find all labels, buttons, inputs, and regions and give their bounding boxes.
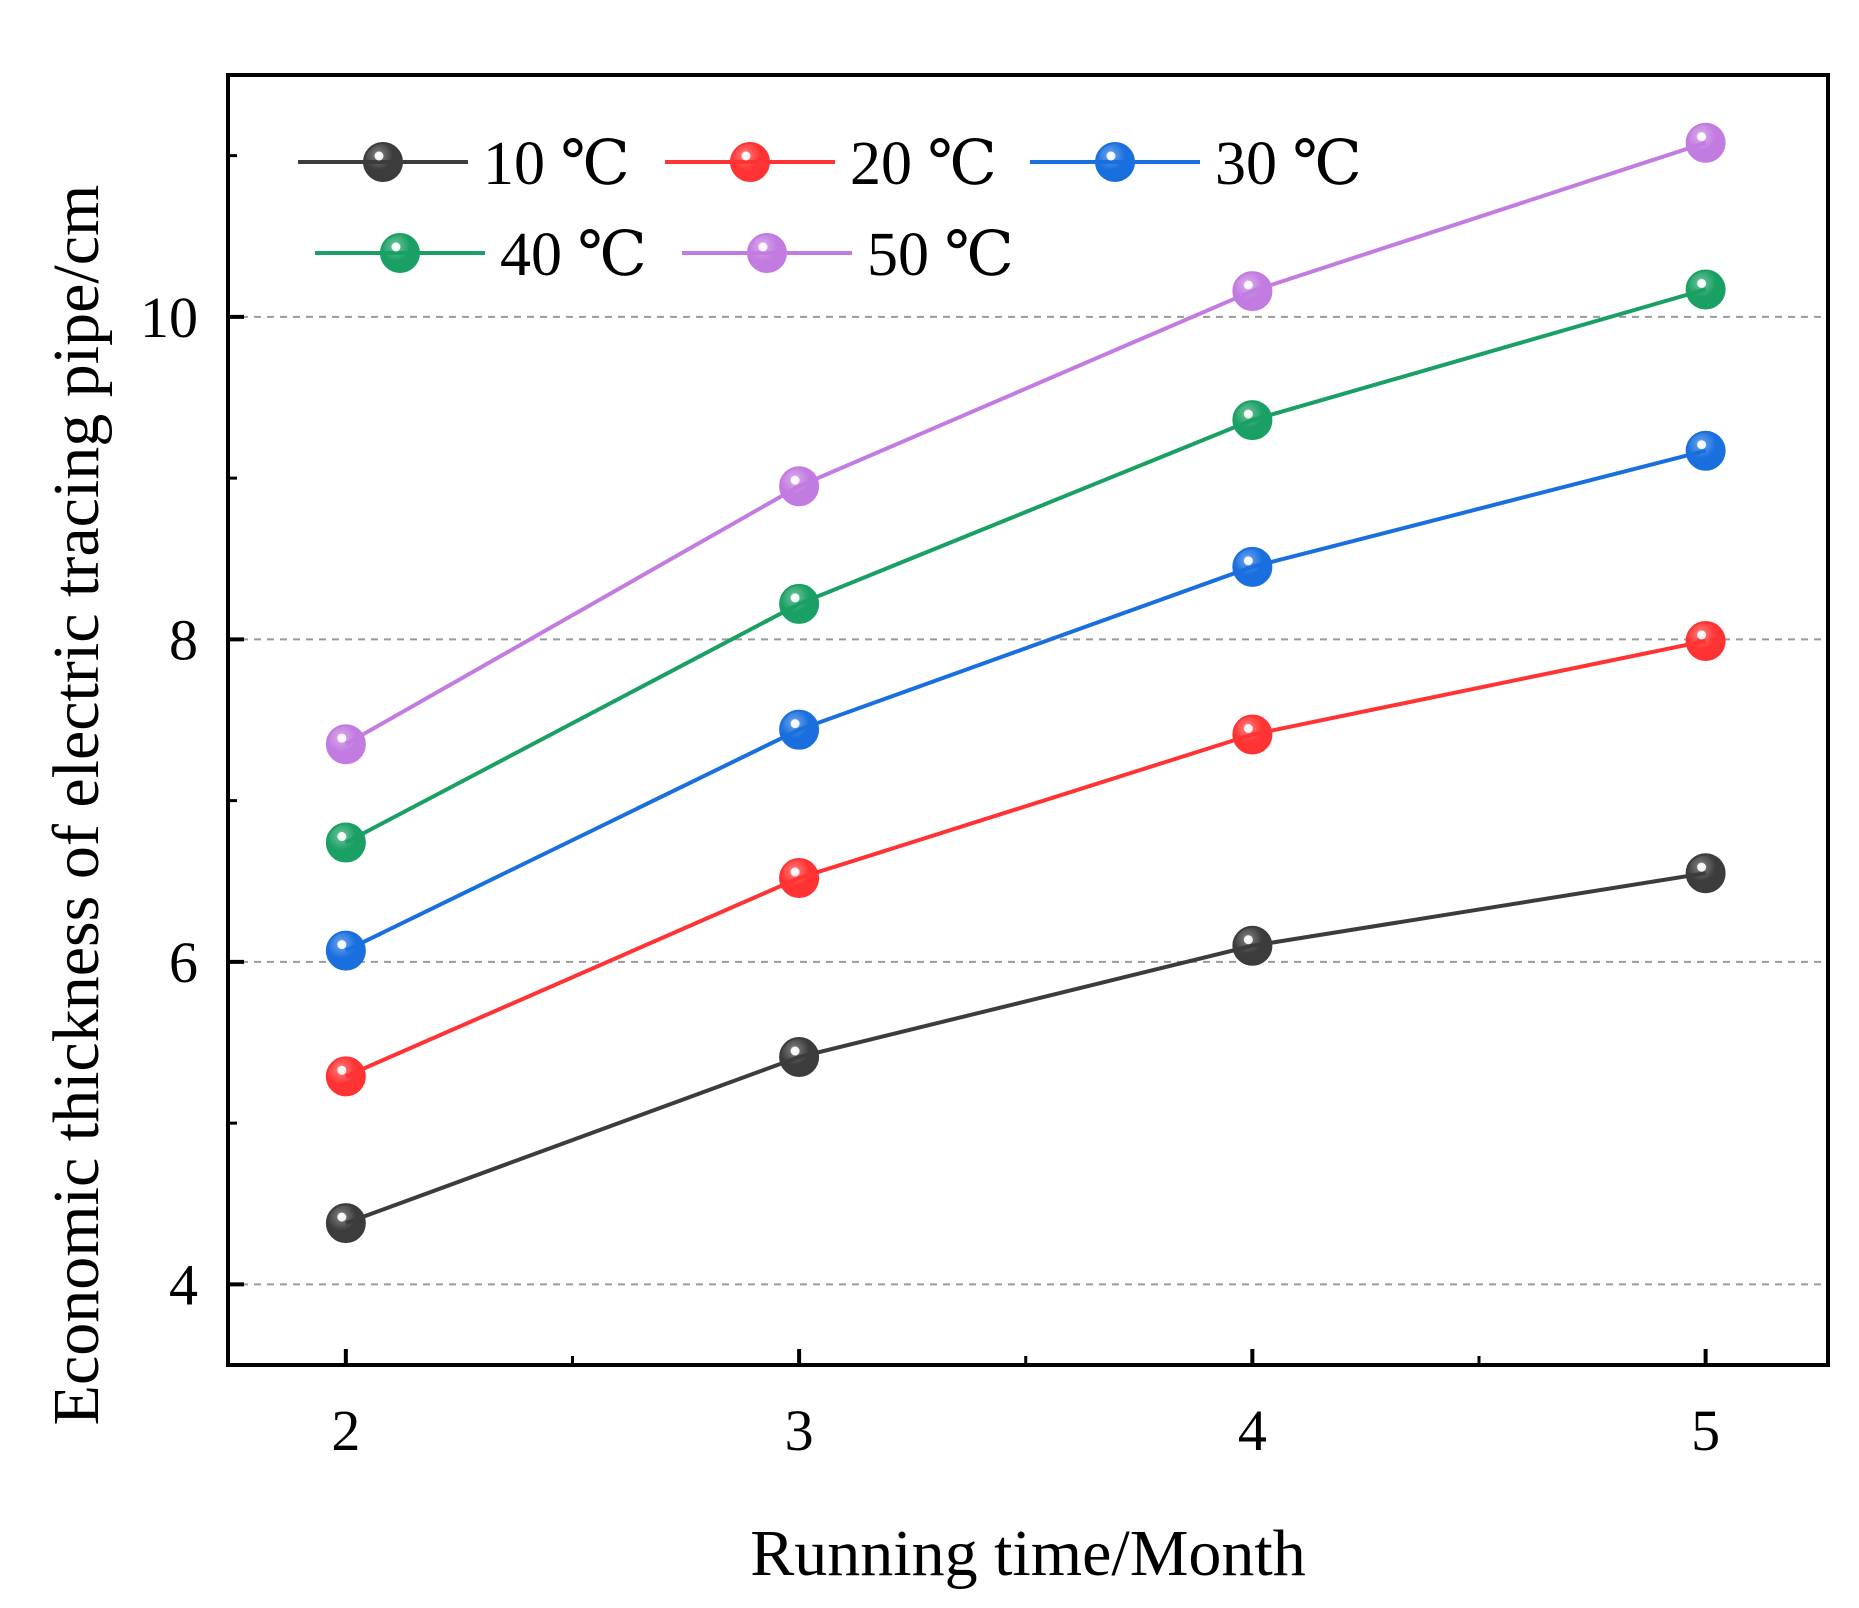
legend-item-20: 20 ℃ [665,130,997,198]
legend-marker [747,233,787,273]
data-point-40-x5 [1685,269,1726,310]
y-tick-label: 4 [169,1252,198,1317]
y-tick-label: 6 [169,930,198,995]
data-point-20-x2 [325,1056,366,1097]
legend-marker [363,142,403,182]
x-axis-title: Running time/Month [750,1517,1306,1590]
legend-marker [1095,142,1135,182]
legend-label: 50 ℃ [867,221,1014,289]
legend-label: 10 ℃ [483,130,630,198]
plot-series [325,122,1726,1244]
legend-item-50: 50 ℃ [682,221,1014,289]
legend-item-10: 10 ℃ [298,130,630,198]
x-tick-label: 4 [1238,1398,1267,1463]
y-tick-label: 8 [169,607,198,672]
x-tick-label: 3 [785,1398,814,1463]
data-point-40-x2 [325,822,366,863]
y-axis-title: Economic thickness of electric tracing p… [40,185,113,1426]
series-30 [325,430,1726,971]
series-line-20 [345,639,1707,1079]
x-tick-label: 2 [331,1398,360,1463]
series-50 [325,122,1726,765]
legend-marker [730,142,770,182]
data-point-10-x3 [779,1037,820,1078]
legend-item-30: 30 ℃ [1030,130,1362,198]
series-40 [325,269,1726,863]
data-point-10-x5 [1685,853,1726,894]
data-point-30-x5 [1685,430,1726,471]
data-point-20-x4 [1232,714,1273,755]
data-point-50-x2 [325,724,366,765]
data-point-10-x2 [325,1203,366,1244]
data-point-50-x3 [779,466,820,507]
data-point-50-x5 [1685,122,1726,163]
series-line-50 [344,140,1707,746]
series-line-10 [345,871,1706,1225]
series-10 [325,853,1726,1244]
data-point-30-x3 [779,709,820,750]
data-point-50-x4 [1232,271,1273,312]
legend-label: 20 ℃ [850,130,997,198]
legend-marker [380,233,420,273]
legend-label: 30 ℃ [1215,130,1362,198]
plot-frame [226,73,1830,1367]
data-point-20-x5 [1685,620,1726,661]
y-tick-label: 10 [140,285,198,350]
legend-item-40: 40 ℃ [315,221,647,289]
data-point-20-x3 [779,858,820,899]
x-tick-label: 5 [1691,1398,1720,1463]
axis-ticks: 4 6 8 10 2 3 4 5 [140,154,1720,1463]
data-point-40-x3 [779,583,820,624]
data-point-30-x2 [325,930,366,971]
data-point-30-x4 [1232,546,1273,587]
series-line-30 [344,448,1707,953]
data-point-40-x4 [1232,400,1273,441]
series-20 [325,620,1726,1097]
grid-lines [228,315,1828,1286]
series-line-40 [344,287,1707,845]
legend: 10 ℃ 20 ℃ 30 ℃ 40 ℃ 50 ℃ [298,130,1362,289]
data-point-10-x4 [1232,925,1273,966]
legend-label: 40 ℃ [500,221,647,289]
